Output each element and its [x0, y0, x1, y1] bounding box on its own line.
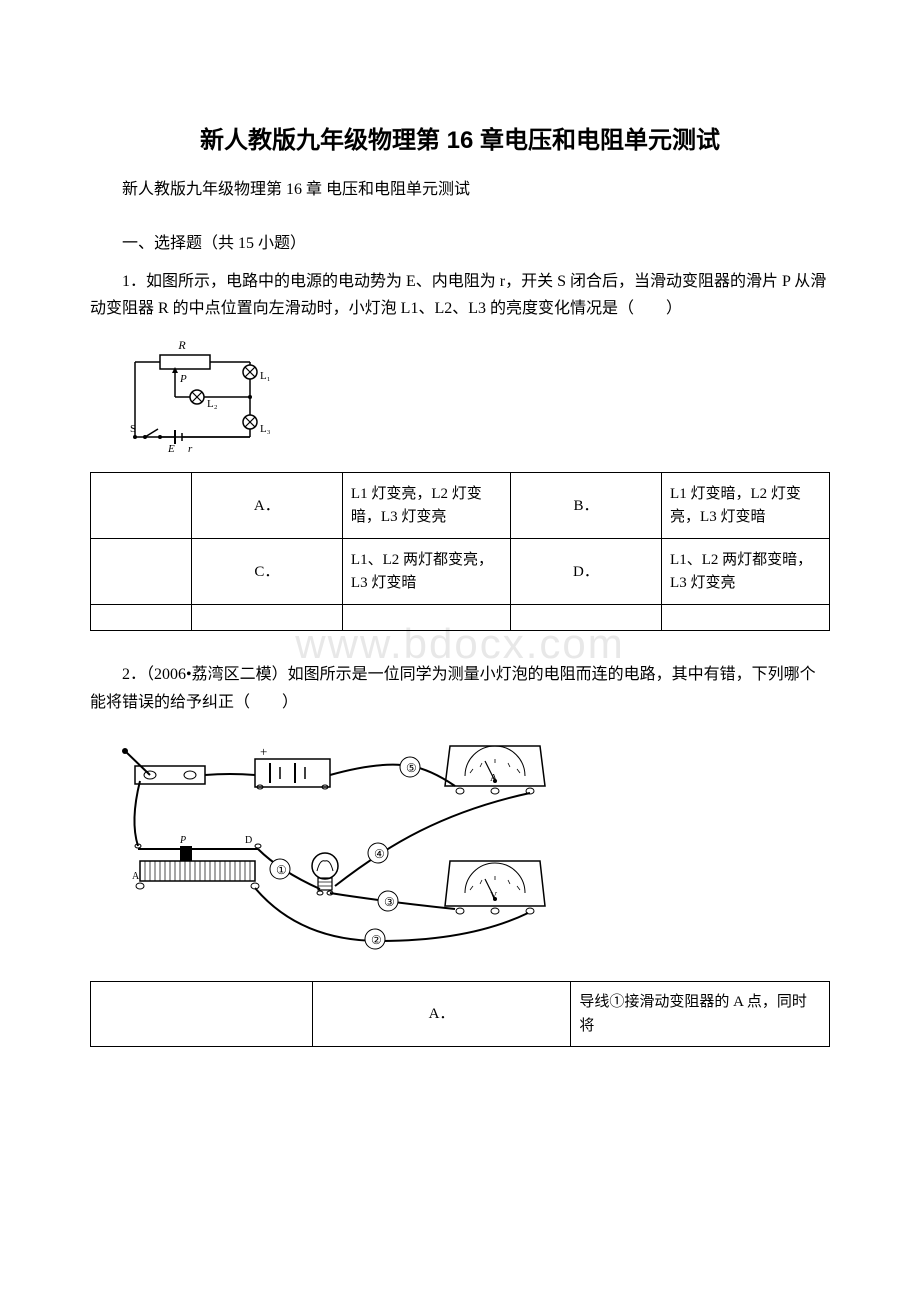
option-label-C: C．	[191, 539, 342, 605]
label-L3: L₃	[260, 423, 270, 435]
table-row: C． L1、L2 两灯都变亮，L3 灯变暗 D． L1、L2 两灯都变暗，L3 …	[91, 539, 830, 605]
option-content-D: L1、L2 两灯都变暗，L3 灯变亮	[662, 539, 830, 605]
label-r: r	[188, 443, 193, 455]
question1-text: 1．如图所示，电路中的电源的电动势为 E、内电阻为 r，开关 S 闭合后，当滑动…	[90, 268, 830, 322]
label-P: P	[179, 373, 187, 385]
table-row	[91, 605, 830, 631]
empty-cell	[342, 605, 510, 631]
subtitle-text: 新人教版九年级物理第 16 章 电压和电阻单元测试	[90, 175, 830, 199]
page-title: 新人教版九年级物理第 16 章电压和电阻单元测试	[90, 120, 830, 155]
empty-cell	[91, 605, 192, 631]
ammeter-A: A	[490, 773, 498, 784]
question2-text: 2．（2006•荔湾区二模）如图所示是一位同学为测量小灯泡的电阻而连的电路，其中…	[90, 661, 830, 715]
empty-cell	[662, 605, 830, 631]
label-S: S	[130, 423, 136, 435]
circle-2: ②	[371, 933, 382, 947]
battery-plus: +	[260, 744, 267, 759]
question2-circuit-diagram: + A ⑤	[120, 731, 830, 966]
option-label-D: D．	[510, 539, 661, 605]
empty-cell	[191, 605, 342, 631]
option2-content-A: 导线①接滑动变阻器的 A 点，同时将	[571, 981, 830, 1046]
circle-4: ④	[374, 847, 385, 861]
terminal-A: A	[132, 871, 140, 882]
circle-3: ③	[384, 895, 395, 909]
option-label-B: B．	[510, 473, 661, 539]
circle-5: ⑤	[406, 761, 417, 775]
label-rheostat-P: P	[179, 835, 186, 846]
label-L2: L₂	[207, 398, 218, 410]
terminal-D: D	[245, 835, 252, 846]
question1-options-table: A． L1 灯变亮，L2 灯变暗，L3 灯变亮 B． L1 灯变暗，L2 灯变亮…	[90, 472, 830, 631]
table-row: A． L1 灯变亮，L2 灯变暗，L3 灯变亮 B． L1 灯变暗，L2 灯变亮…	[91, 473, 830, 539]
option2-label-A: A．	[312, 981, 571, 1046]
option-content-C: L1、L2 两灯都变亮，L3 灯变暗	[342, 539, 510, 605]
question1-circuit-diagram: R P L₂ L₁ L₃	[120, 337, 830, 457]
empty-cell	[510, 605, 661, 631]
label-E: E	[167, 443, 175, 455]
label-L1: L₁	[260, 370, 270, 382]
option-content-B: L1 灯变暗，L2 灯变亮，L3 灯变暗	[662, 473, 830, 539]
voltmeter-V: V	[490, 891, 498, 902]
circle-1: ①	[276, 863, 287, 877]
empty-cell	[91, 539, 192, 605]
question2-options-table: A． 导线①接滑动变阻器的 A 点，同时将	[90, 981, 830, 1047]
document-content: 新人教版九年级物理第 16 章电压和电阻单元测试 新人教版九年级物理第 16 章…	[90, 120, 830, 1047]
label-R: R	[177, 338, 186, 352]
option-content-A: L1 灯变亮，L2 灯变暗，L3 灯变亮	[342, 473, 510, 539]
table-row: A． 导线①接滑动变阻器的 A 点，同时将	[91, 981, 830, 1046]
empty-cell	[91, 473, 192, 539]
empty-cell	[91, 981, 313, 1046]
option-label-A: A．	[191, 473, 342, 539]
section-heading: 一、选择题（共 15 小题）	[90, 229, 830, 253]
